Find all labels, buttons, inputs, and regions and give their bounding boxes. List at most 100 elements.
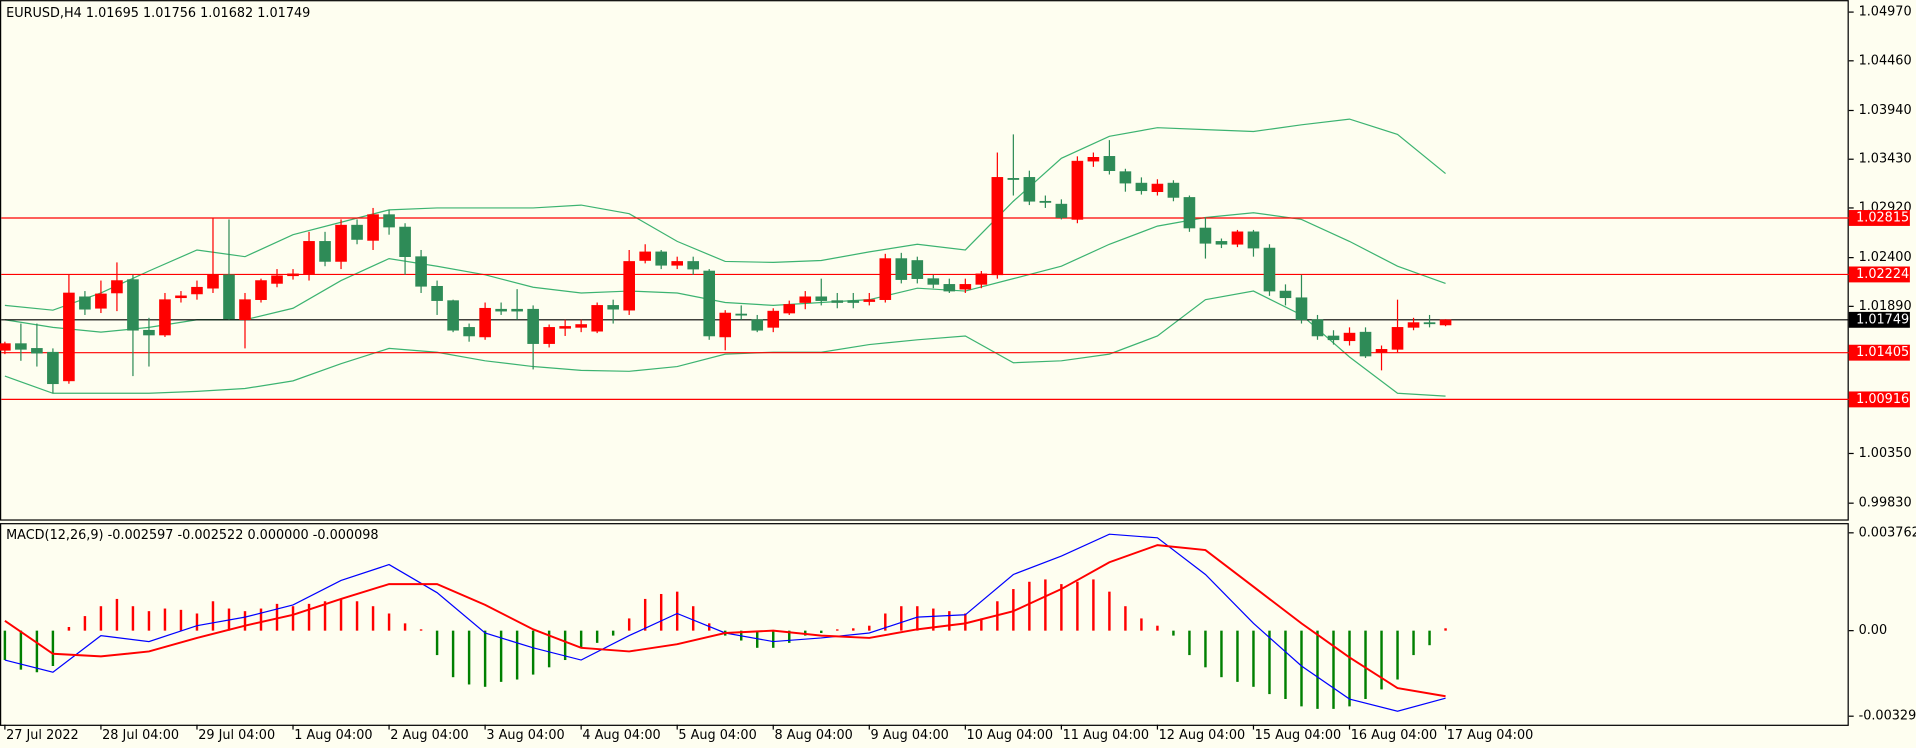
y-tick-label: 1.04970	[1859, 5, 1912, 20]
candle-body	[415, 256, 427, 287]
candle-body	[511, 308, 523, 312]
candle-body	[207, 274, 219, 289]
candle-body	[191, 286, 203, 295]
candle-body	[1199, 227, 1212, 244]
level-label: 1.02224	[1856, 267, 1909, 282]
y-tick-label: 0.00	[1859, 623, 1888, 638]
y-tick-label: 1.03430	[1859, 152, 1912, 167]
candle-body	[447, 300, 459, 331]
candle-body	[31, 348, 43, 354]
y-tick-label: -0.00329	[1859, 709, 1916, 724]
candle-body	[847, 300, 860, 303]
candle-body	[319, 241, 331, 262]
candle-body	[95, 293, 107, 309]
x-tick-label: 29 Jul 04:00	[198, 728, 275, 743]
candle-body	[335, 224, 347, 262]
candle-body	[815, 296, 828, 301]
level-label: 1.02815	[1856, 210, 1909, 225]
candle-body	[1279, 290, 1292, 299]
plot-marks: 1.049701.044601.039401.034301.029201.024…	[0, 5, 1916, 743]
candle-body	[79, 296, 91, 310]
candle-body	[1359, 331, 1372, 357]
x-tick-label: 11 Aug 04:00	[1063, 728, 1150, 743]
x-tick-label: 2 Aug 04:00	[390, 728, 468, 743]
candle-body	[895, 258, 908, 280]
indicator-line	[4, 118, 1446, 311]
candle-body	[687, 261, 700, 270]
candle-body	[767, 310, 780, 328]
candle-body	[799, 296, 812, 303]
candle-body	[1087, 157, 1100, 162]
candle-body	[639, 251, 651, 261]
symbol-header: EURUSD,H4 1.01695 1.01756 1.01682 1.0174…	[6, 6, 310, 21]
candle-body	[287, 273, 299, 277]
candle-body	[1327, 335, 1340, 341]
candle-body	[655, 251, 667, 266]
candle-body	[975, 273, 988, 285]
y-tick-label: 0.003762	[1859, 525, 1916, 540]
candle-body	[495, 308, 507, 312]
candle-body	[431, 285, 443, 301]
candle-body	[607, 305, 619, 310]
candle-body	[1055, 203, 1068, 218]
candle-body	[1231, 231, 1244, 245]
candle-body	[1343, 332, 1356, 342]
candle-body	[239, 299, 251, 321]
candle-body	[703, 270, 716, 337]
candle-body	[863, 299, 876, 302]
level-label-box	[1848, 266, 1910, 283]
candle-body	[1295, 297, 1308, 321]
candle-body	[591, 305, 603, 332]
candle-body	[1039, 200, 1052, 203]
candle-body	[479, 307, 491, 338]
indicator-line	[4, 290, 1446, 397]
candle-body	[1071, 160, 1084, 220]
candle-body	[367, 214, 379, 241]
candle-body	[175, 295, 187, 299]
level-label: 1.00916	[1856, 392, 1909, 407]
candle-body	[1151, 183, 1164, 193]
candle-body	[47, 351, 59, 385]
x-tick-label: 28 Jul 04:00	[102, 728, 179, 743]
y-tick-label: 1.02400	[1859, 250, 1912, 265]
x-tick-label: 12 Aug 04:00	[1159, 728, 1246, 743]
x-tick-label: 8 Aug 04:00	[774, 728, 852, 743]
candle-body	[1423, 322, 1436, 325]
x-tick-label: 1 Aug 04:00	[294, 728, 372, 743]
candle-body	[751, 319, 764, 331]
candle-body	[735, 313, 748, 316]
candle-body	[383, 214, 395, 228]
candle-body	[671, 261, 684, 266]
x-tick-label: 27 Jul 2022	[6, 728, 79, 743]
candle-body	[911, 260, 924, 279]
candle-body	[1103, 156, 1116, 171]
candle-body	[1263, 247, 1276, 292]
x-tick-label: 17 Aug 04:00	[1447, 728, 1534, 743]
candle-body	[255, 280, 267, 300]
candle-body	[943, 284, 956, 292]
y-tick-label: 1.04460	[1859, 53, 1912, 68]
candle-body	[575, 324, 587, 328]
candle-body	[159, 299, 171, 336]
candle-body	[1119, 171, 1132, 184]
candle-body	[543, 327, 555, 344]
candle-body	[303, 241, 315, 275]
candle-body	[1023, 177, 1036, 202]
y-tick-label: 0.99830	[1859, 496, 1912, 511]
candle-body	[15, 343, 27, 350]
candle-body	[1439, 319, 1452, 326]
candle-body	[1167, 182, 1180, 198]
candle-body	[991, 177, 1004, 276]
candle-body	[1135, 182, 1148, 192]
candle-body	[527, 308, 539, 344]
candle-body	[271, 275, 283, 284]
x-tick-label: 15 Aug 04:00	[1255, 728, 1342, 743]
x-tick-label: 16 Aug 04:00	[1351, 728, 1438, 743]
candle-body	[111, 280, 123, 294]
level-label: 1.01405	[1856, 345, 1909, 360]
x-tick-label: 5 Aug 04:00	[678, 728, 756, 743]
candle-body	[1183, 197, 1196, 229]
candle-body	[623, 261, 635, 311]
